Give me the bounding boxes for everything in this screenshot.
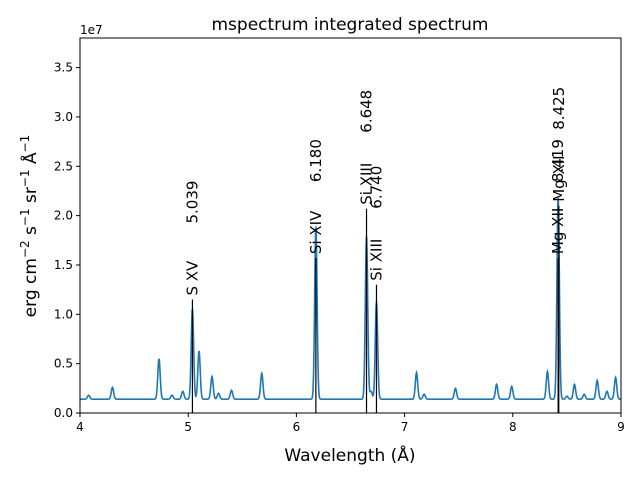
y-offset-label: 1e7 <box>80 23 103 37</box>
line-ion-label-1: Si XIV <box>307 210 325 254</box>
line-wavelength-label-2: 6.648 <box>358 90 376 133</box>
x-tick-label-2: 6 <box>293 420 301 434</box>
x-tick-label-0: 4 <box>76 420 84 434</box>
y-tick-label-0: 0.0 <box>54 406 73 420</box>
y-tick-label-4: 2.0 <box>54 209 73 223</box>
line-wavelength-label-4: 8.425 <box>550 87 568 130</box>
x-tick-label-1: 5 <box>184 420 192 434</box>
y-tick-label-5: 2.5 <box>54 159 73 173</box>
line-wavelength-label-3: 6.740 <box>367 166 385 209</box>
x-tick-label-5: 9 <box>617 420 625 434</box>
x-axis-label: Wavelength (Å) <box>284 444 415 466</box>
line-ion-label-5: Mg XII <box>549 208 567 254</box>
line-ion-label-3: Si XIII <box>367 239 385 281</box>
line-ion-label-0: S XV <box>183 260 201 296</box>
y-tick-label-1: 0.5 <box>54 357 73 371</box>
y-tick-label-6: 3.0 <box>54 110 73 124</box>
x-tick-label-4: 8 <box>509 420 517 434</box>
y-tick-label-2: 1.0 <box>54 307 73 321</box>
line-wavelength-label-1: 6.180 <box>307 139 325 182</box>
line-wavelength-label-0: 5.039 <box>183 181 201 224</box>
line-wavelength-label-5: 8.419 <box>549 139 567 182</box>
x-tick-label-3: 7 <box>401 420 409 434</box>
line-ion-label-4: Mg XII <box>550 155 568 201</box>
line-ion-label-2: Si XIII <box>358 163 376 205</box>
chart-title: mspectrum integrated spectrum <box>212 15 489 35</box>
y-tick-label-7: 3.5 <box>54 61 73 75</box>
y-axis-label: erg cm−2 s−1 sr−1 Å−1 <box>18 135 41 318</box>
spectrum-line <box>80 197 621 400</box>
y-tick-label-3: 1.5 <box>54 258 73 272</box>
axes-frame <box>79 37 622 414</box>
